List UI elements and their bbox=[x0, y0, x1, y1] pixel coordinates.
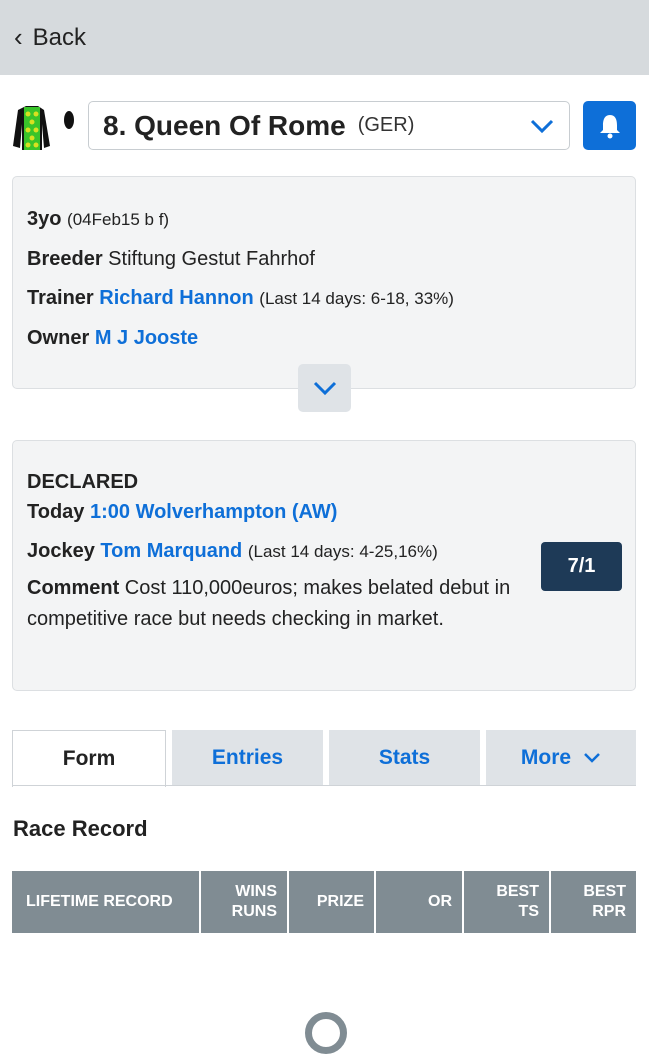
jockey-link[interactable]: Tom Marquand bbox=[100, 540, 243, 562]
expand-button[interactable] bbox=[298, 364, 351, 412]
today-label: Today bbox=[27, 501, 85, 523]
odds-button[interactable]: 7/1 bbox=[541, 542, 622, 591]
race-record-title: Race Record bbox=[13, 816, 148, 841]
tab-stats[interactable]: Stats bbox=[329, 730, 480, 786]
column-header: BEST RPR bbox=[551, 871, 636, 933]
chevron-down-icon bbox=[313, 381, 336, 396]
declared-heading: DECLARED bbox=[27, 471, 139, 493]
alert-button[interactable] bbox=[583, 101, 636, 150]
comment: Cost 110,000euros; makes belated debut i… bbox=[27, 577, 511, 630]
breeder: Stiftung Gestut Fahrhof bbox=[108, 248, 315, 270]
trainer-label: Trainer bbox=[27, 287, 94, 309]
tab-divider bbox=[12, 785, 636, 786]
horse-country: (GER) bbox=[357, 114, 415, 136]
jockey-silks-icon bbox=[13, 106, 74, 150]
horse-name: 8. Queen Of Rome bbox=[103, 109, 346, 141]
race-link[interactable]: 1:00 Wolverhampton (AW) bbox=[89, 501, 338, 523]
chevron-down-icon bbox=[530, 119, 554, 134]
chevron-left-icon: ‹ bbox=[14, 22, 23, 52]
back-label: Back bbox=[32, 23, 87, 51]
trainer-link[interactable]: Richard Hannon bbox=[99, 287, 254, 309]
column-header: OR bbox=[376, 871, 464, 933]
column-header-label: BEST RPR bbox=[583, 883, 626, 920]
tab-more[interactable]: More bbox=[486, 730, 636, 786]
owner-label: Owner bbox=[27, 327, 90, 349]
tab-form[interactable]: Form bbox=[12, 730, 166, 787]
race-record-header: LIFETIME RECORD WINS RUNS PRIZE OR BEST … bbox=[12, 871, 636, 933]
bell-icon bbox=[599, 114, 620, 138]
back-button[interactable]: ‹ Back bbox=[0, 0, 649, 75]
tab-entries[interactable]: Entries bbox=[172, 730, 323, 786]
comment-label: Comment bbox=[27, 577, 120, 599]
chevron-down-icon bbox=[584, 753, 600, 763]
age-detail: (04Feb15 b f) bbox=[67, 210, 170, 229]
loading-spinner-icon bbox=[305, 1012, 347, 1054]
owner-link[interactable]: M J Jooste bbox=[94, 327, 199, 349]
breeder-label: Breeder bbox=[27, 248, 103, 270]
declared-card: DECLARED Today 1:00 Wolverhampton (AW) J… bbox=[12, 440, 636, 691]
column-header: PRIZE bbox=[289, 871, 376, 933]
jockey-stats: (Last 14 days: 4-25,16%) bbox=[247, 542, 438, 561]
runner-select[interactable]: 8. Queen Of Rome (GER) bbox=[88, 101, 570, 150]
tab-more-label: More bbox=[520, 746, 572, 769]
column-header-label: WINS RUNS bbox=[231, 883, 277, 920]
column-header: WINS RUNS bbox=[201, 871, 289, 933]
trainer-stats: (Last 14 days: 6-18, 33%) bbox=[259, 289, 454, 308]
column-header: LIFETIME RECORD bbox=[12, 871, 201, 933]
age: 3yo bbox=[27, 208, 62, 230]
column-header: BEST TS bbox=[464, 871, 551, 933]
jockey-label: Jockey bbox=[27, 540, 95, 562]
column-header-label: BEST TS bbox=[496, 883, 539, 920]
horse-info-card: 3yo (04Feb15 b f) Breeder Stiftung Gestu… bbox=[12, 176, 636, 389]
